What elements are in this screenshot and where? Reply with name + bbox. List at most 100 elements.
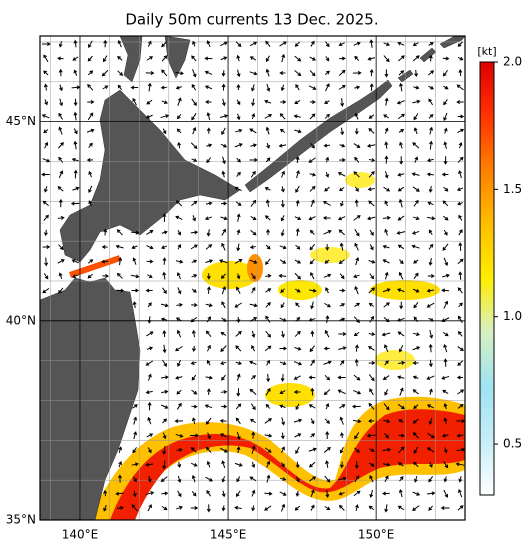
current-arrow — [191, 288, 197, 293]
current-arrow — [428, 98, 433, 106]
current-arrow — [118, 446, 123, 453]
current-arrow — [103, 489, 108, 497]
current-arrow — [206, 388, 211, 395]
current-arrow — [310, 330, 315, 337]
current-arrow — [413, 446, 419, 454]
current-arrow — [354, 228, 360, 237]
current-arrow — [279, 390, 286, 395]
current-arrow — [192, 215, 197, 222]
current-arrow — [354, 475, 360, 483]
current-arrow — [266, 228, 270, 236]
current-arrow — [145, 390, 153, 395]
current-arrow — [42, 42, 51, 46]
current-arrow — [146, 346, 154, 351]
sakhalin — [164, 36, 191, 79]
current-arrow — [115, 491, 124, 496]
current-arrow — [443, 461, 449, 469]
current-arrow — [294, 55, 302, 62]
land — [40, 36, 465, 520]
current-arrow — [162, 330, 167, 338]
current-arrow — [147, 316, 152, 324]
current-arrow — [397, 403, 405, 410]
current-arrow — [353, 215, 361, 221]
current-arrow — [190, 506, 199, 510]
current-arrow — [250, 403, 256, 411]
current-arrow — [236, 157, 241, 163]
current-arrow — [236, 54, 241, 62]
current-arrow — [190, 317, 198, 323]
current-arrow — [456, 375, 463, 380]
current-arrow — [354, 302, 361, 307]
current-arrow — [160, 375, 169, 380]
current-arrow — [399, 301, 404, 310]
current-arrow — [44, 99, 48, 106]
current-arrow — [293, 390, 301, 394]
current-arrow — [442, 243, 449, 251]
current-arrow — [88, 142, 93, 148]
current-arrow — [132, 257, 137, 265]
current-arrow — [57, 186, 64, 192]
current-arrow — [220, 345, 227, 352]
current-arrow — [250, 375, 256, 380]
current-arrow — [72, 56, 79, 61]
current-arrow — [324, 329, 330, 338]
current-arrow — [339, 404, 346, 409]
current-arrow — [426, 172, 434, 177]
current-arrow — [42, 158, 51, 163]
current-arrow — [442, 273, 450, 278]
current-arrow — [206, 40, 211, 48]
current-arrow — [234, 143, 243, 148]
current-arrow — [133, 416, 138, 425]
current-arrow — [146, 245, 154, 250]
current-arrow — [338, 504, 345, 511]
current-arrow — [382, 215, 391, 220]
current-arrow — [58, 112, 63, 120]
current-arrow — [266, 83, 271, 92]
current-arrow — [309, 476, 317, 482]
current-arrow — [310, 142, 315, 149]
current-arrow — [457, 41, 463, 47]
current-arrow — [339, 186, 345, 192]
current-arrow — [325, 244, 330, 251]
current-arrow — [368, 346, 375, 351]
current-arrow — [131, 288, 140, 293]
colorbar-tick-label: 1.5 — [503, 182, 522, 196]
current-arrow — [441, 375, 450, 380]
current-arrow — [279, 361, 287, 366]
current-arrow — [236, 431, 241, 440]
current-arrow — [131, 504, 138, 512]
current-arrow — [220, 273, 226, 279]
current-arrow — [161, 389, 169, 394]
strait-current — [69, 255, 121, 278]
current-arrow — [295, 288, 301, 293]
current-arrow — [353, 274, 360, 279]
current-arrow — [338, 42, 345, 47]
current-arrow — [339, 242, 344, 251]
current-arrow — [280, 446, 285, 454]
current-arrow — [118, 256, 123, 266]
current-arrow — [414, 69, 419, 78]
current-arrow — [206, 504, 211, 513]
current-arrow — [426, 288, 435, 293]
current-arrow — [397, 505, 405, 511]
current-arrow — [294, 505, 301, 511]
current-arrow — [161, 41, 168, 48]
current-arrow — [382, 447, 392, 452]
current-arrow — [280, 84, 285, 92]
current-arrow — [265, 244, 271, 250]
current-arrow — [177, 141, 182, 149]
current-arrow — [443, 447, 448, 454]
current-arrow — [236, 476, 241, 483]
current-arrow — [205, 201, 213, 206]
current-arrow — [458, 271, 463, 280]
current-arrow — [398, 462, 404, 467]
current-arrow — [117, 84, 123, 90]
current-arrow — [428, 42, 434, 46]
current-arrow — [279, 71, 286, 75]
current-arrow — [190, 361, 197, 365]
current-arrow — [204, 404, 213, 409]
current-arrow — [309, 172, 317, 177]
current-arrow — [234, 505, 242, 510]
current-arrow — [366, 433, 376, 438]
current-arrow — [308, 375, 316, 380]
